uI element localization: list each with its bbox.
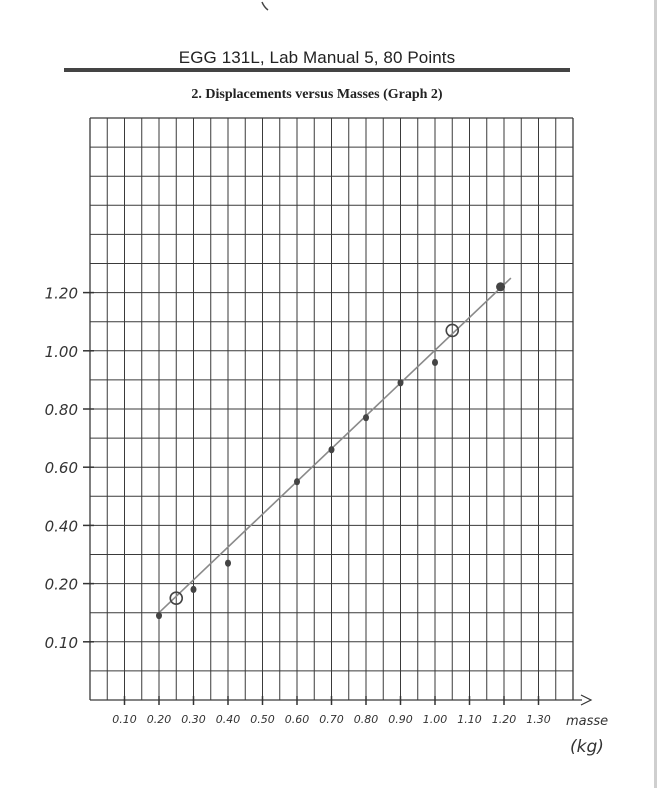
x-tick-label: 1.30 [526, 713, 551, 726]
y-axis-ticks [83, 291, 94, 643]
data-point [397, 379, 404, 387]
data-points [156, 282, 506, 620]
y-tick-label: 1.00 [45, 343, 78, 361]
y-tick-label: 1.20 [45, 285, 78, 303]
y-tick-label: 0.40 [45, 517, 78, 535]
x-tick-label: 1.20 [492, 713, 517, 726]
data-point [363, 414, 369, 422]
pen-mark [261, 1, 269, 11]
x-tick-label: 0.40 [216, 713, 241, 726]
x-tick-label: 0.20 [147, 713, 172, 726]
data-point [225, 559, 231, 567]
x-tick-label: 0.10 [112, 713, 137, 726]
data-point [156, 612, 162, 620]
x-axis-arrow-head [580, 694, 593, 706]
data-point [496, 282, 506, 292]
x-tick-label: 0.90 [388, 713, 413, 726]
data-point [294, 478, 300, 486]
document-header: EGG 131L, Lab Manual 5, 80 Points [178, 48, 456, 67]
y-tick-label: 0.10 [45, 634, 78, 652]
header-rule [64, 68, 570, 72]
x-tick-label: 1.00 [423, 713, 448, 726]
data-point [190, 585, 197, 594]
x-tick-label: 0.50 [250, 713, 275, 726]
graph-title: 2. Displacements versus Masses (Graph 2) [191, 87, 443, 102]
x-axis-unit-kg: (kg) [570, 737, 604, 757]
best-fit-line [158, 277, 512, 614]
x-tick-label: 1.10 [457, 713, 482, 726]
data-point [328, 446, 335, 454]
x-tick-label: 0.60 [285, 713, 310, 726]
y-tick-label: 0.60 [45, 459, 78, 477]
x-tick-label: 0.70 [319, 713, 344, 726]
y-tick-label: 0.80 [45, 401, 78, 419]
x-tick-label: 0.80 [354, 713, 379, 726]
x-tick-label: 0.30 [181, 713, 206, 726]
page-edge [654, 0, 657, 788]
x-axis-ticks [123, 696, 540, 705]
graph-paper-grid [89, 117, 574, 701]
x-axis-labels: 0.10 0.20 0.30 0.40 0.50 0.60 0.70 0.80 0.90 1.00… [112, 713, 551, 726]
slope-point-circle [169, 591, 184, 605]
y-tick-label: 0.20 [45, 576, 78, 594]
y-axis-labels: 1.20 1.00 0.80 0.60 0.40 0.20 0.10 [45, 285, 78, 652]
x-axis-unit-label: masse [566, 714, 608, 729]
data-point [432, 358, 438, 367]
slope-point-circle [445, 323, 460, 338]
